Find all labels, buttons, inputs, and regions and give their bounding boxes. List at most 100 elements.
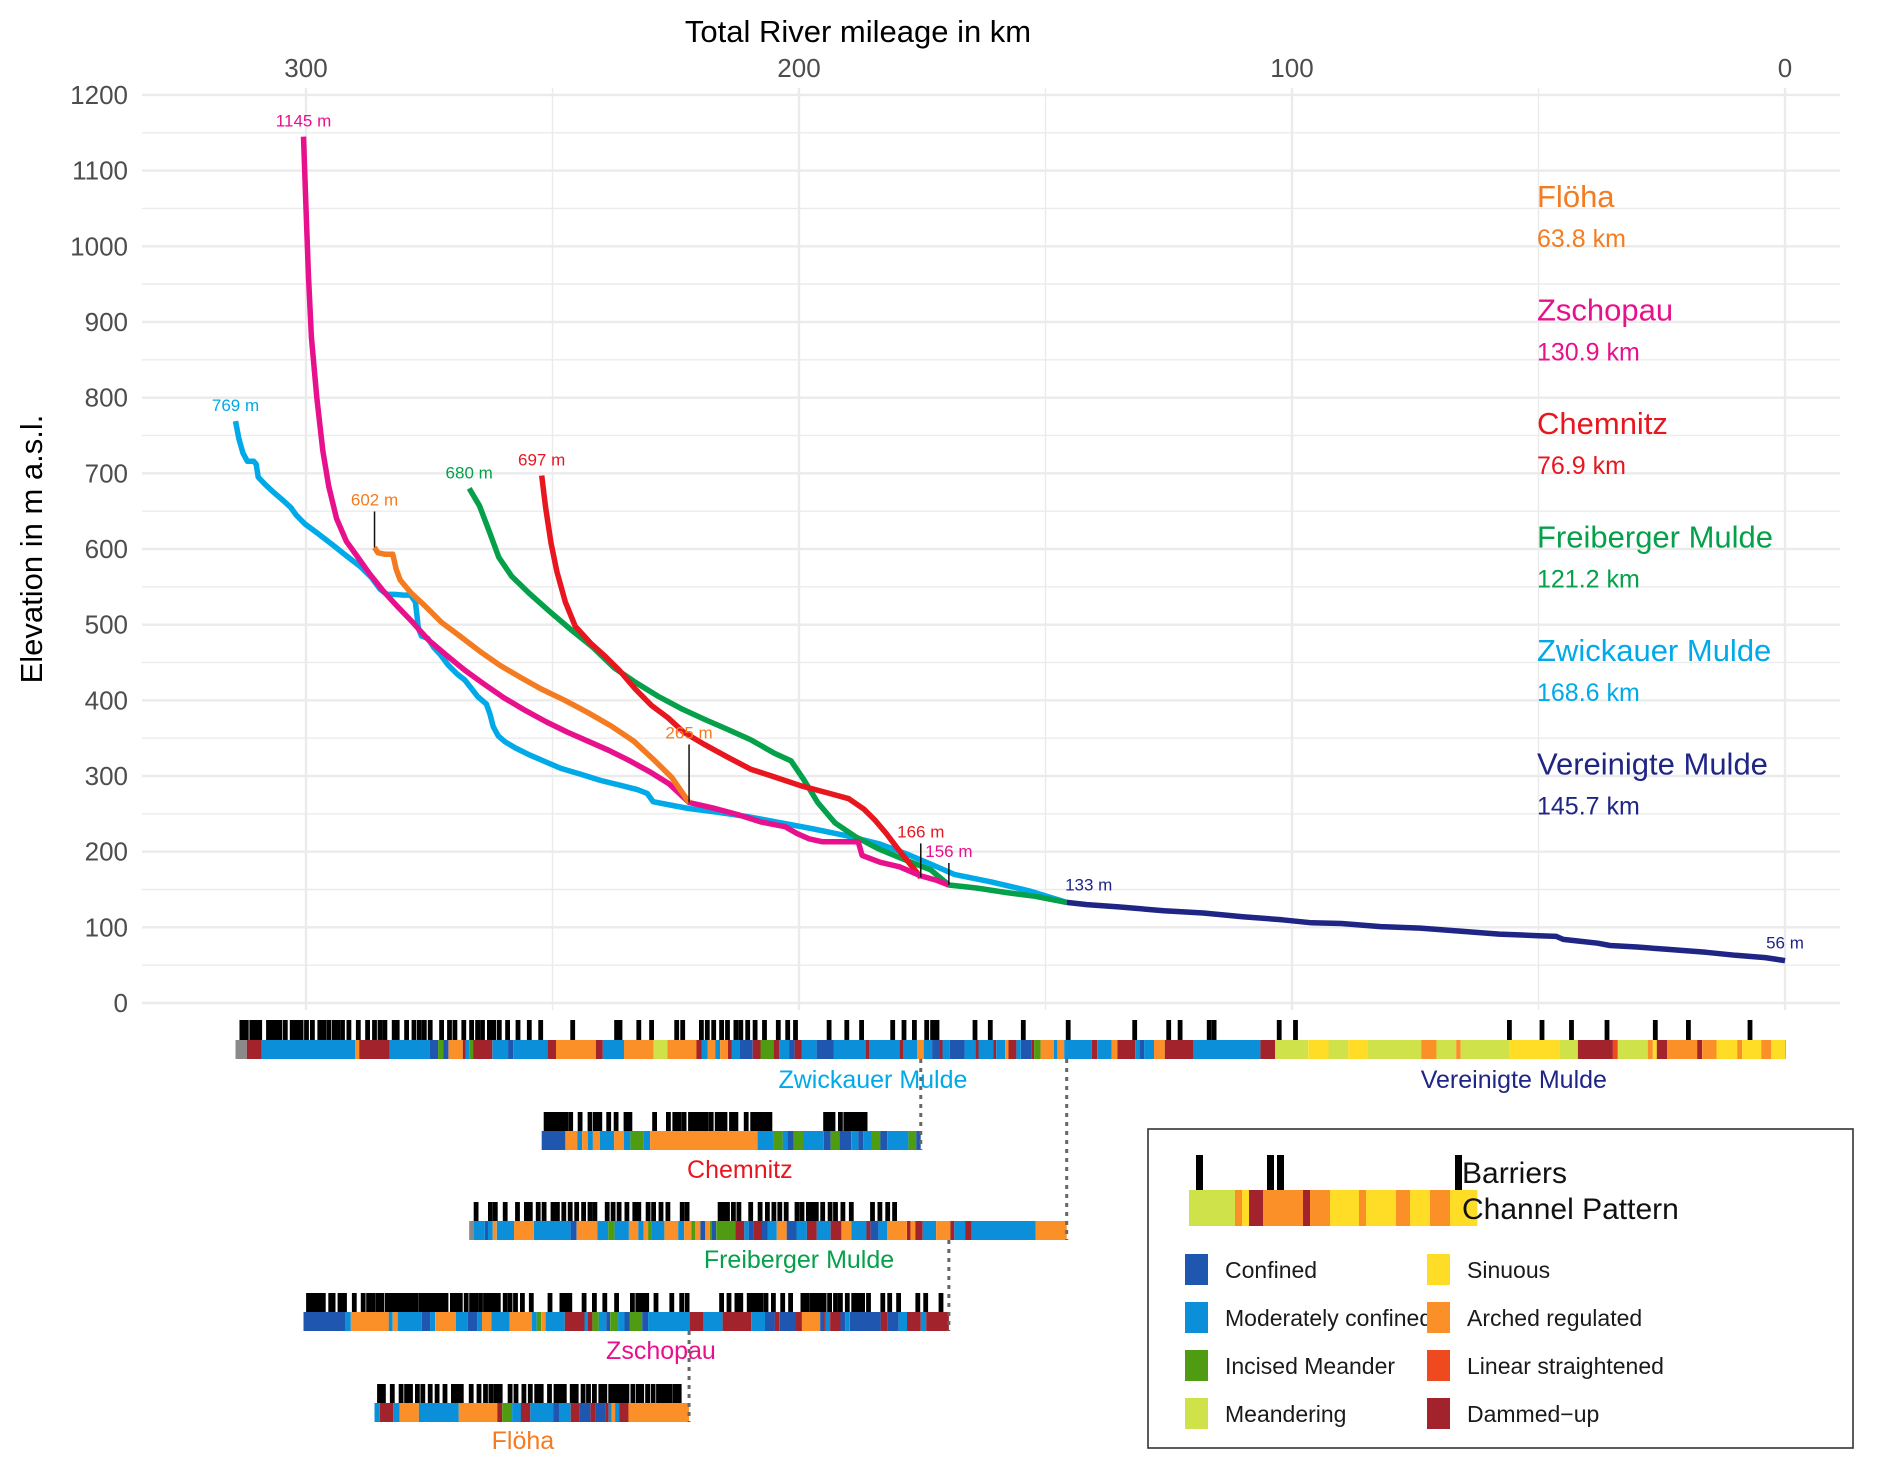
channel-segment [916,1131,921,1150]
channel-segment [487,1221,493,1240]
barrier-mark [604,1202,610,1221]
barrier-mark [443,1293,449,1312]
channel-segment [509,1312,532,1331]
barrier-mark [1747,1020,1753,1040]
channel-segment [477,1312,482,1331]
channel-segment [711,1221,717,1240]
legend-sample-segment [1303,1190,1311,1226]
channel-segment [940,1040,943,1059]
channel-segment [1020,1040,1032,1059]
channel-segment [722,1312,752,1331]
channel-segment [735,1221,745,1240]
barrier-mark [859,1112,864,1131]
barrier-mark [249,1020,255,1040]
channel-segment [565,1131,578,1150]
channel-segment [964,1040,976,1059]
barrier-mark [493,1384,499,1403]
channel-segment [744,1221,749,1240]
barrier-mark [436,1293,441,1312]
channel-segment [996,1040,1006,1059]
y-tick-label: 400 [85,685,128,715]
barrier-mark [360,1293,366,1312]
barrier-mark [397,1293,403,1312]
channel-segment [965,1221,972,1240]
channel-segment [684,1221,692,1240]
channel-segment [624,1040,654,1059]
barrier-mark [649,1020,654,1040]
barrier-mark [738,1293,744,1312]
series-line-vereinigte-mulde [1066,899,1786,964]
barrier-mark [561,1202,567,1221]
barrier-mark [534,1384,540,1403]
channel-segment [520,1403,531,1422]
channel-segment [760,1040,774,1059]
channel-segment [531,1312,537,1331]
barrier-mark [746,1293,752,1312]
barrier-mark [718,1112,723,1131]
channel-segment [820,1312,825,1331]
y-tick-label: 200 [85,837,128,867]
barrier-mark [574,1202,580,1221]
river-length-labels: Flöha 63.8 km Zschopau 130.9 km Chemnitz 76.9… [1537,179,1773,821]
strip-label: Vereinigte Mulde [1421,1066,1607,1094]
channel-segment [429,1040,439,1059]
channel-segment [1348,1040,1368,1059]
legend-sample-barrier [1196,1155,1203,1190]
barrier-mark [394,1020,400,1040]
barrier-mark [507,1384,513,1403]
legend-sample-segment [1249,1190,1264,1226]
barrier-mark [672,1112,678,1131]
barrier-mark [1065,1020,1071,1040]
barrier-mark [593,1112,598,1131]
barrier-mark [620,1384,625,1403]
barrier-mark [658,1202,664,1221]
barrier-mark [550,1202,556,1221]
channel-segment [942,1040,950,1059]
strip-label: Zschopau [606,1337,716,1365]
channel-segment [1652,1040,1657,1059]
y-tick-label: 900 [85,307,128,337]
barrier-mark [616,1384,621,1403]
channel-segment [473,1040,493,1059]
barrier-mark [1507,1020,1512,1040]
barrier-mark [487,1020,492,1040]
barrier-mark [317,1020,323,1040]
barrier-mark [427,1293,433,1312]
barrier-mark [492,1202,498,1221]
barrier-mark [674,1020,680,1040]
channel-segment [789,1040,795,1059]
barrier-mark [478,1293,483,1312]
channel-segment [465,1040,470,1059]
barrier-mark [692,1112,697,1131]
channel-segment [903,1040,918,1059]
barrier-mark [645,1202,651,1221]
barrier-mark [703,1112,709,1131]
barrier-mark [763,1112,768,1131]
strip-label: Zwickauer Mulde [778,1066,967,1094]
barrier-mark [491,1293,497,1312]
channel-segment [1144,1040,1154,1059]
channel-segment [1008,1040,1017,1059]
barrier-mark [650,1384,656,1403]
channel-segment [592,1131,600,1150]
channel-segment [975,1040,979,1059]
legend-sample-segment [1450,1190,1478,1226]
channel-segment [732,1040,740,1059]
channel-segment [598,1312,607,1331]
barrier-mark [890,1020,896,1040]
barrier-mark [838,1293,843,1312]
channel-segment [950,1221,955,1240]
channel-segment [1097,1040,1112,1059]
channel-segment [1064,1040,1092,1059]
channel-segment [651,1221,665,1240]
barrier-mark [733,1112,739,1131]
barrier-mark [859,1020,864,1040]
channel-segment [1577,1040,1613,1059]
barrier-mark [597,1112,603,1131]
barrier-mark [411,1020,417,1040]
y-axis-ticks: 0 100 200 300 400 500 600 700 800 900 1000 1100 1200 [70,80,128,1018]
barrier-mark [475,1020,480,1040]
legend-sample-segment [1330,1190,1360,1226]
